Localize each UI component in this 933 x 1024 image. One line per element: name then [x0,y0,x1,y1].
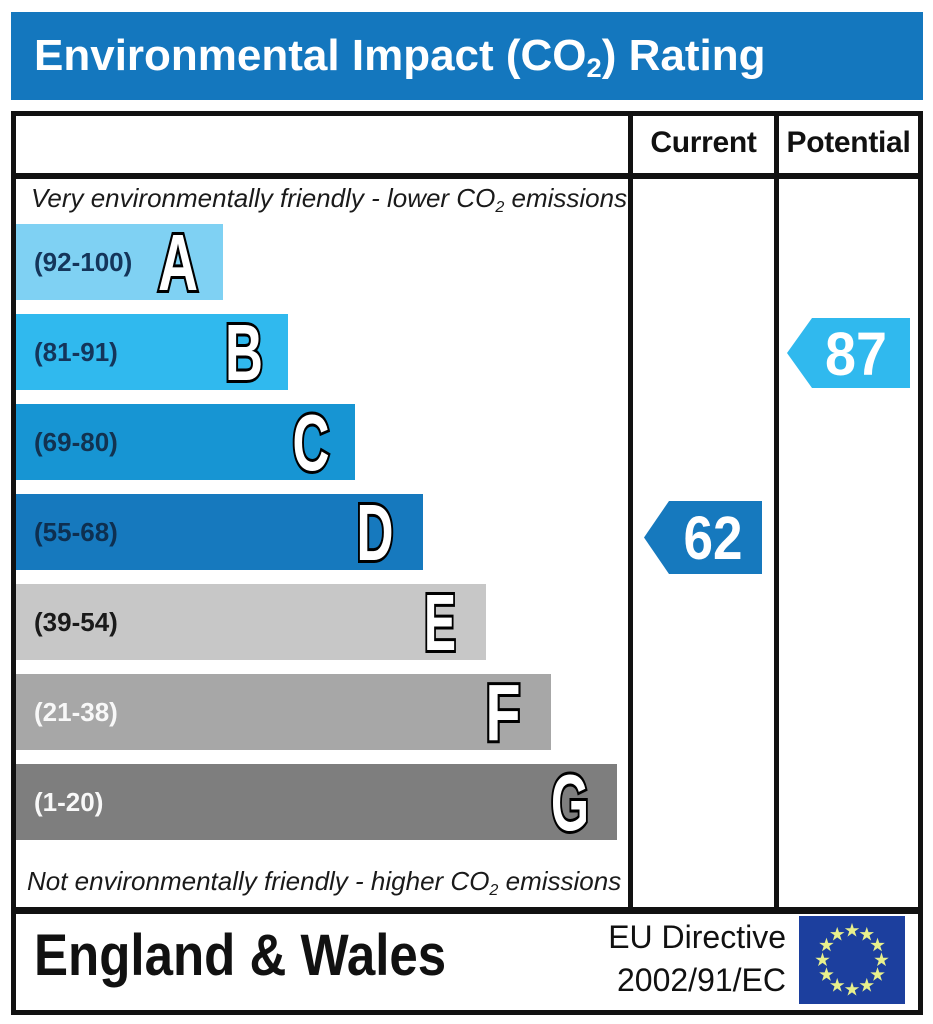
svg-text:E: E [424,578,456,667]
svg-text:B: B [225,308,263,397]
svg-text:62: 62 [684,504,743,572]
svg-text:F: F [486,668,521,757]
svg-text:87: 87 [825,320,887,388]
svg-text:G: G [551,758,589,847]
svg-text:A: A [158,218,198,307]
svg-text:D: D [357,488,394,577]
svg-text:C: C [293,398,330,487]
